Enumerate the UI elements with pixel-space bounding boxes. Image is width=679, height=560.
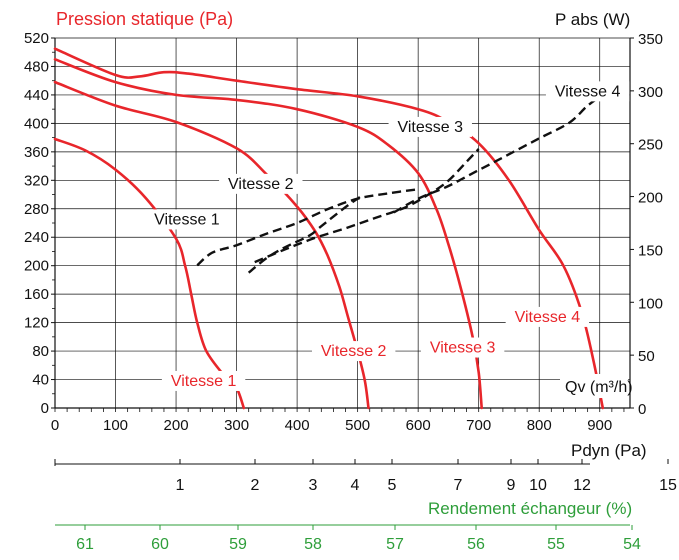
rendement-tick-label: 57 (386, 536, 404, 553)
y-right-tick-label: 0 (638, 401, 646, 418)
y-left-tick-label: 440 (24, 87, 49, 104)
y-left-tick-label: 0 (41, 400, 49, 417)
rendement-tick-label: 59 (229, 536, 247, 553)
y-left-tick-label: 520 (24, 30, 49, 47)
y-left-tick-label: 160 (24, 286, 49, 303)
right-axis-title: P abs (W) (555, 10, 630, 29)
pdyn-tick-label: 5 (388, 477, 397, 494)
pressure-label-3: Vitesse 3 (420, 337, 505, 358)
pdyn-tick-label: 12 (573, 477, 591, 494)
power-label-2: Vitesse 2 (219, 173, 303, 194)
power-label-1-bg (145, 209, 229, 230)
rendement-tick-label: 55 (547, 536, 565, 553)
pdyn-tick-label: 3 (309, 477, 318, 494)
y-left-tick-label: 280 (24, 201, 49, 218)
x-tick-label: 300 (224, 417, 249, 434)
x-tick-label: 600 (406, 417, 431, 434)
y-left-tick-label: 40 (32, 372, 49, 389)
power-label-3: Vitesse 3 (388, 116, 472, 137)
y-left-tick-label: 360 (24, 144, 49, 161)
x-tick-label: 500 (345, 417, 370, 434)
pressure-label-3-bg (420, 337, 505, 358)
pdyn-tick-label: 2 (251, 477, 260, 494)
pressure-label-4: Vitesse 4 (505, 306, 590, 327)
power-label-4: Vitesse 4 (545, 81, 630, 102)
rendement-tick-label: 54 (623, 536, 641, 553)
power-curve-2 (247, 193, 365, 274)
axes (51, 37, 669, 530)
y-left-tick-label: 240 (24, 229, 49, 246)
x-axis-title: Qv (m³/h) (565, 379, 633, 396)
left-axis-title: Pression statique (Pa) (56, 9, 233, 29)
rendement-tick-label: 60 (151, 536, 169, 553)
pdyn-tick-label: 7 (454, 477, 463, 494)
x-tick-label: 100 (103, 417, 128, 434)
x-tick-label: 0 (51, 417, 59, 434)
pressure-label-1-text: Vitesse 1 (171, 373, 237, 390)
x-tick-label: 700 (466, 417, 491, 434)
pressure-label-2: Vitesse 2 (311, 341, 396, 362)
x-tick-label: 900 (587, 417, 612, 434)
x-tick-label: 800 (527, 417, 552, 434)
y-left-tick-label: 480 (24, 58, 49, 75)
pressure-label-3-text: Vitesse 3 (430, 340, 496, 357)
y-right-tick-label: 50 (638, 348, 655, 365)
pressure-curve-4 (53, 47, 605, 410)
pdyn-tick-label: 9 (507, 477, 516, 494)
pdyn-title: Pdyn (Pa) (571, 441, 647, 460)
pressure-curve-3 (53, 58, 483, 410)
y-right-tick-label: 150 (638, 242, 663, 259)
pdyn-tick-label: 15 (659, 477, 677, 494)
y-right-tick-label: 350 (638, 31, 663, 48)
power-label-2-bg (219, 173, 303, 194)
x-tick-label: 400 (285, 417, 310, 434)
y-left-tick-label: 320 (24, 172, 49, 189)
power-label-3-text: Vitesse 3 (397, 119, 463, 136)
pressure-label-4-bg (505, 306, 590, 327)
power-label-1-text: Vitesse 1 (154, 211, 220, 228)
power-label-4-bg (545, 81, 630, 102)
y-left-tick-label: 80 (32, 343, 49, 360)
pressure-label-1: Vitesse 1 (161, 370, 246, 391)
pressure-label-4-text: Vitesse 4 (515, 309, 581, 326)
rendement-title: Rendement échangeur (%) (428, 499, 632, 518)
x-axis-title-bg (560, 374, 628, 398)
power-curve-4 (393, 94, 604, 214)
y-right-tick-label: 100 (638, 295, 663, 312)
pressure-label-2-text: Vitesse 2 (321, 343, 387, 360)
pressure-label-1-bg (161, 370, 246, 391)
power-label-3-bg (388, 116, 472, 137)
pressure-curve-1 (53, 137, 246, 410)
y-right-tick-label: 300 (638, 84, 663, 101)
x-tick-label: 200 (164, 417, 189, 434)
y-left-tick-label: 400 (24, 115, 49, 132)
y-right-tick-label: 250 (638, 137, 663, 154)
power-curve-1 (196, 188, 419, 267)
pdyn-tick-label: 1 (176, 477, 185, 494)
rendement-tick-label: 58 (304, 536, 322, 553)
pdyn-tick-label: 4 (351, 477, 360, 494)
power-label-2-text: Vitesse 2 (228, 176, 294, 193)
pdyn-tick-label: 10 (529, 477, 547, 494)
power-curve-3 (254, 148, 480, 264)
rendement-tick-label: 61 (76, 536, 94, 553)
power-label-1: Vitesse 1 (145, 209, 229, 230)
y-left-tick-label: 120 (24, 315, 49, 332)
y-right-tick-label: 200 (638, 190, 663, 207)
pressure-label-2-bg (311, 341, 396, 362)
power-label-4-text: Vitesse 4 (555, 83, 621, 100)
y-left-tick-label: 200 (24, 258, 49, 275)
rendement-tick-label: 56 (467, 536, 485, 553)
